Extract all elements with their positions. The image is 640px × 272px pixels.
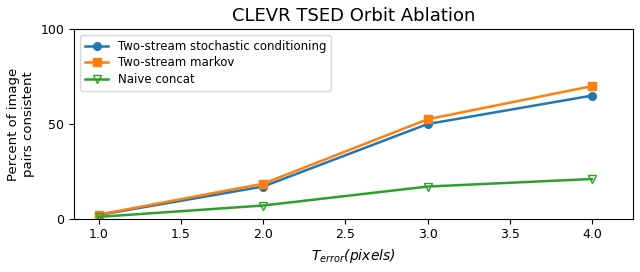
Two-stream markov [95, 213, 102, 216]
Naive concat [259, 204, 267, 207]
Naive concat [588, 177, 596, 181]
Line: Two-stream stochastic conditioning: Two-stream stochastic conditioning [95, 92, 596, 219]
Two-stream stochastic conditioning [588, 94, 596, 97]
Line: Naive concat: Naive concat [95, 175, 596, 221]
Line: Two-stream markov: Two-stream markov [95, 82, 596, 218]
Two-stream stochastic conditioning [95, 213, 102, 217]
Two-stream markov [588, 85, 596, 88]
Two-stream stochastic conditioning [424, 122, 431, 126]
Title: CLEVR TSED Orbit Ablation: CLEVR TSED Orbit Ablation [232, 7, 476, 25]
X-axis label: $T_{error}$(pixels): $T_{error}$(pixels) [311, 247, 396, 265]
Two-stream stochastic conditioning [259, 185, 267, 188]
Naive concat [424, 185, 431, 188]
Two-stream markov [259, 182, 267, 185]
Naive concat [95, 215, 102, 218]
Legend: Two-stream stochastic conditioning, Two-stream markov, Naive concat: Two-stream stochastic conditioning, Two-… [80, 35, 331, 91]
Two-stream markov [424, 118, 431, 121]
Y-axis label: Percent of image
pairs consistent: Percent of image pairs consistent [7, 67, 35, 181]
